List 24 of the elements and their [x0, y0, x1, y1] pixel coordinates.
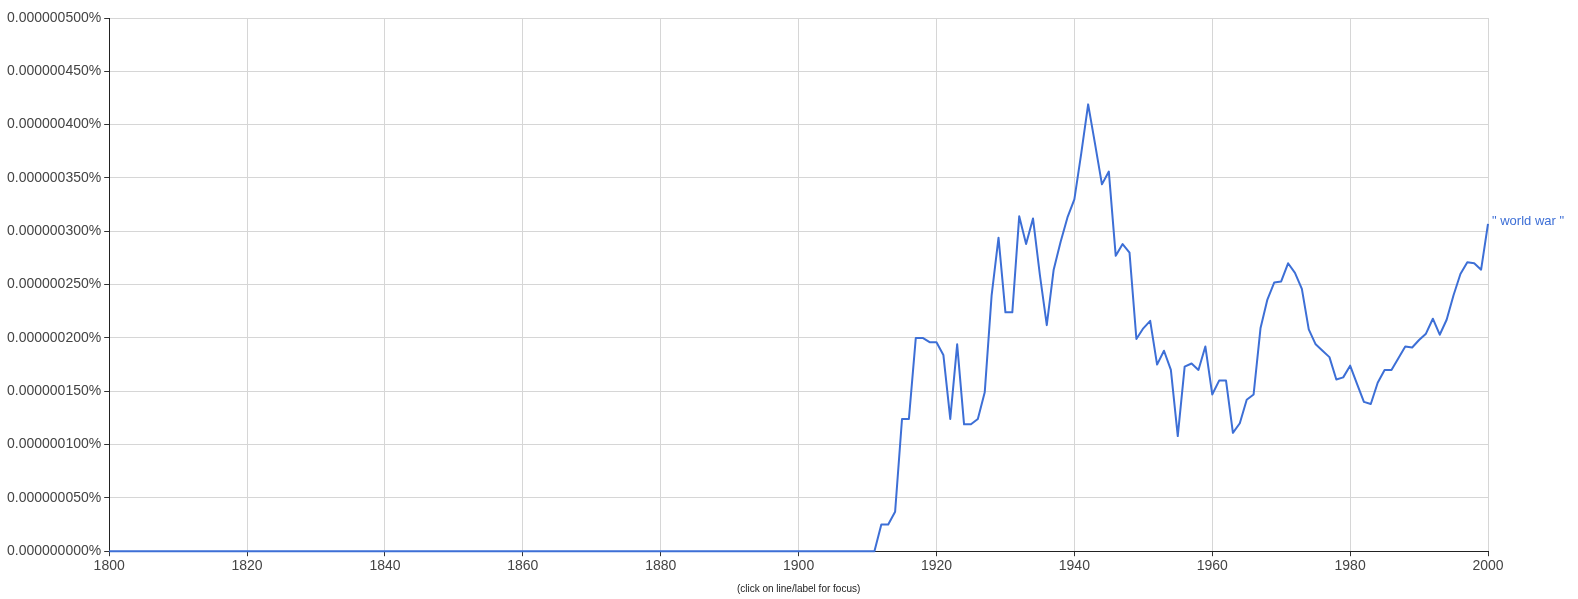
- x-tick-label: 1900: [783, 557, 815, 574]
- text: (click on line/label for focus): [736, 582, 861, 594]
- x-tick-label: 1840: [369, 557, 401, 574]
- y-tick-label: 0.000000400%: [7, 115, 102, 132]
- y-tick-label: 0.000000500%: [7, 8, 102, 25]
- y-tick-label: 0.000000150%: [7, 382, 102, 399]
- x-tick-label: 1920: [920, 557, 953, 574]
- series-label: " world war ": [1492, 213, 1565, 229]
- y-tick-label: 0.000000250%: [7, 275, 102, 292]
- x-tick-label: 1860: [507, 557, 539, 574]
- x-tick-label: 1880: [645, 557, 677, 574]
- y-tick-label: 0.000000000%: [7, 542, 102, 559]
- x-tick-label: 1980: [1334, 557, 1366, 574]
- x-tick-label: 1800: [93, 557, 125, 574]
- x-tick-label: 2000: [1472, 557, 1504, 574]
- y-tick-label: 0.000000300%: [7, 222, 102, 239]
- y-tick-label: 0.000000200%: [7, 328, 102, 345]
- x-tick-label: 1960: [1196, 557, 1229, 574]
- x-tick-label: 1940: [1058, 557, 1091, 574]
- y-tick-label: 0.000000050%: [7, 488, 102, 505]
- y-tick-label: 0.000000450%: [7, 62, 102, 79]
- y-tick-label: 0.000000100%: [7, 435, 102, 452]
- y-tick-label: 0.000000350%: [7, 168, 102, 185]
- x-tick-label: 1820: [231, 557, 263, 574]
